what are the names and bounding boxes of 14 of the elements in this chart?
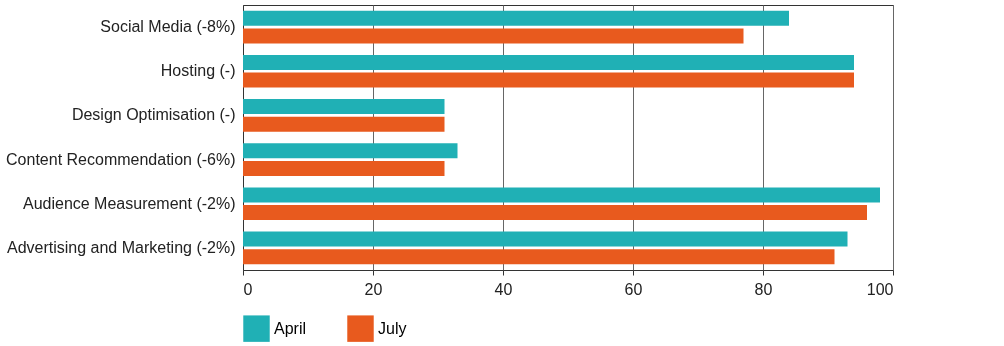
y-tick-label: Advertising and Marketing (-2%)	[6, 238, 236, 256]
y-tick-label: Hosting (-)	[160, 62, 236, 80]
x-tick-label: 20	[364, 280, 383, 298]
y-tick-label: Content Recommendation (-6%)	[6, 150, 236, 168]
legend-label: July	[378, 319, 407, 337]
legend-label: April	[274, 319, 307, 337]
x-tick-label: 0	[243, 280, 253, 298]
x-tick-label: 100	[866, 280, 894, 298]
x-tick-label: 40	[494, 280, 513, 298]
y-tick-label: Audience Measurement (-2%)	[22, 194, 236, 212]
y-tick-label: Social Media (-8%)	[100, 18, 236, 36]
x-tick-label: 60	[624, 280, 643, 298]
y-tick-label: Design Optimisation (-)	[71, 106, 236, 124]
x-tick-label: 80	[754, 280, 773, 298]
